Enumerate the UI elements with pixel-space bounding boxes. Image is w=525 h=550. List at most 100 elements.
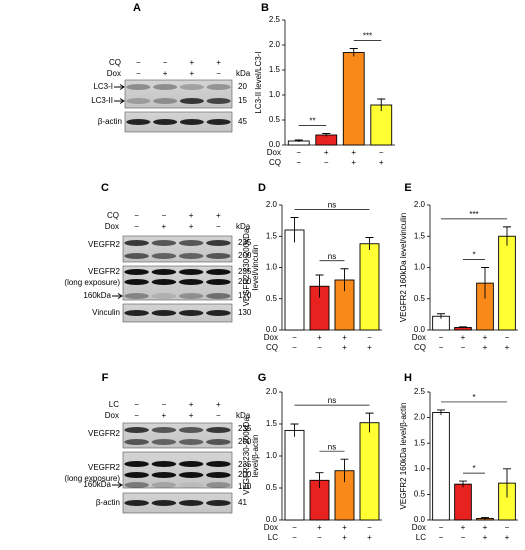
- blot-band: [126, 98, 151, 104]
- lane-sign: −: [162, 211, 167, 220]
- y-tick-label: 1.5: [266, 419, 278, 428]
- bar: [432, 412, 450, 521]
- blot-band: [124, 427, 149, 433]
- error-bar: [437, 409, 445, 416]
- panel-label: A: [133, 2, 141, 14]
- blot-band: [124, 472, 149, 478]
- lane-sign: −: [216, 69, 221, 78]
- kda-label: 45: [238, 117, 247, 126]
- blot-band: [124, 269, 149, 275]
- lane-sign: −: [216, 411, 221, 420]
- lane-sign: +: [216, 211, 221, 220]
- lane-sign: −: [136, 69, 141, 78]
- blot-band: [206, 439, 231, 445]
- x-sign: −: [292, 533, 297, 542]
- lane-sign: −: [134, 411, 139, 420]
- blot-band: [179, 84, 204, 90]
- x-sign: −: [461, 533, 466, 542]
- error-bar: [481, 516, 489, 520]
- blot-band: [124, 482, 149, 488]
- bar: [342, 52, 365, 146]
- kda-label: 200: [238, 277, 252, 286]
- error-bar: [315, 274, 324, 298]
- x-row-name: Dox: [412, 333, 426, 342]
- error-bar: [365, 412, 374, 433]
- blot-band: [153, 84, 178, 90]
- x-sign: −: [367, 333, 372, 342]
- lane-sign: −: [136, 58, 141, 67]
- y-tick-label: 2.0: [266, 200, 278, 209]
- blot-band: [206, 461, 231, 467]
- x-row-name: CQ: [266, 343, 278, 352]
- error-bar: [365, 237, 374, 250]
- x-sign: −: [439, 333, 444, 342]
- kda-label: 200: [238, 437, 252, 446]
- blot-strip: [122, 451, 233, 489]
- lane-sign: −: [163, 58, 168, 67]
- lane-sign: +: [163, 69, 168, 78]
- blot-band: [124, 279, 149, 285]
- x-sign: −: [324, 158, 329, 167]
- blot-band: [178, 253, 204, 259]
- x-row-name: LC: [416, 533, 426, 542]
- error-bar: [294, 139, 303, 142]
- lane-sign: −: [134, 211, 139, 220]
- lane-sign: +: [190, 58, 195, 67]
- kda-label: 170: [238, 482, 252, 491]
- blot-band: [206, 472, 231, 478]
- blot-band: [178, 310, 204, 316]
- error-bar: [481, 267, 489, 299]
- sig-label: ns: [328, 252, 336, 261]
- blot-band: [179, 119, 204, 125]
- error-bar: [377, 98, 386, 111]
- blot-band: [151, 310, 177, 316]
- panel-label: C: [101, 182, 109, 194]
- lane-sign: −: [134, 222, 139, 231]
- kda-label: 235: [238, 460, 252, 469]
- x-sign: +: [483, 533, 488, 542]
- lane-sign: +: [216, 58, 221, 67]
- blot-band: [151, 472, 177, 478]
- kda-unit: kDa: [236, 411, 251, 420]
- blot-band: [178, 461, 204, 467]
- sig-label: ***: [363, 32, 372, 41]
- y-tick-label: 1.5: [414, 438, 426, 447]
- lane-sign: +: [189, 411, 194, 420]
- blot-band: [151, 500, 177, 506]
- kda-label: 41: [238, 498, 247, 507]
- lane-row-name: Dox: [105, 411, 119, 420]
- blot-band: [178, 482, 204, 488]
- error-bar: [437, 313, 445, 319]
- sig-label: ns: [328, 442, 336, 451]
- panel-label: B: [261, 2, 269, 14]
- bar: [359, 422, 380, 521]
- blot-band: [206, 98, 231, 104]
- blot-band: [206, 500, 231, 506]
- band-label: VEGFR2: [88, 429, 121, 438]
- y-tick-label: 0.0: [269, 140, 281, 149]
- x-row-name: Dox: [267, 148, 281, 157]
- x-sign: +: [505, 533, 510, 542]
- x-row-name: Dox: [264, 333, 278, 342]
- panel-label: F: [102, 372, 109, 384]
- blot-band: [124, 439, 149, 445]
- band-arrow: [114, 98, 125, 104]
- blot-band: [178, 500, 204, 506]
- kda-label: 170: [238, 291, 252, 300]
- y-axis-label: VEGFR2 160kDa level/β-actin: [399, 403, 408, 510]
- band-label: LC3-I: [93, 82, 113, 91]
- band-label: β-actin: [98, 117, 122, 126]
- blot-band: [206, 269, 231, 275]
- x-sign: +: [461, 333, 466, 342]
- blot-band: [151, 279, 177, 285]
- x-sign: +: [461, 523, 466, 532]
- y-tick-label: 1.0: [266, 263, 278, 272]
- band-label: VEGFR2: [88, 463, 121, 472]
- blot-band: [178, 240, 204, 246]
- y-tick-label: 0.5: [414, 490, 426, 499]
- x-sign: +: [483, 333, 488, 342]
- blot-band: [151, 461, 177, 467]
- error-bar: [340, 458, 349, 483]
- y-tick-label: 0.0: [266, 515, 278, 524]
- panel-label: E: [404, 182, 411, 194]
